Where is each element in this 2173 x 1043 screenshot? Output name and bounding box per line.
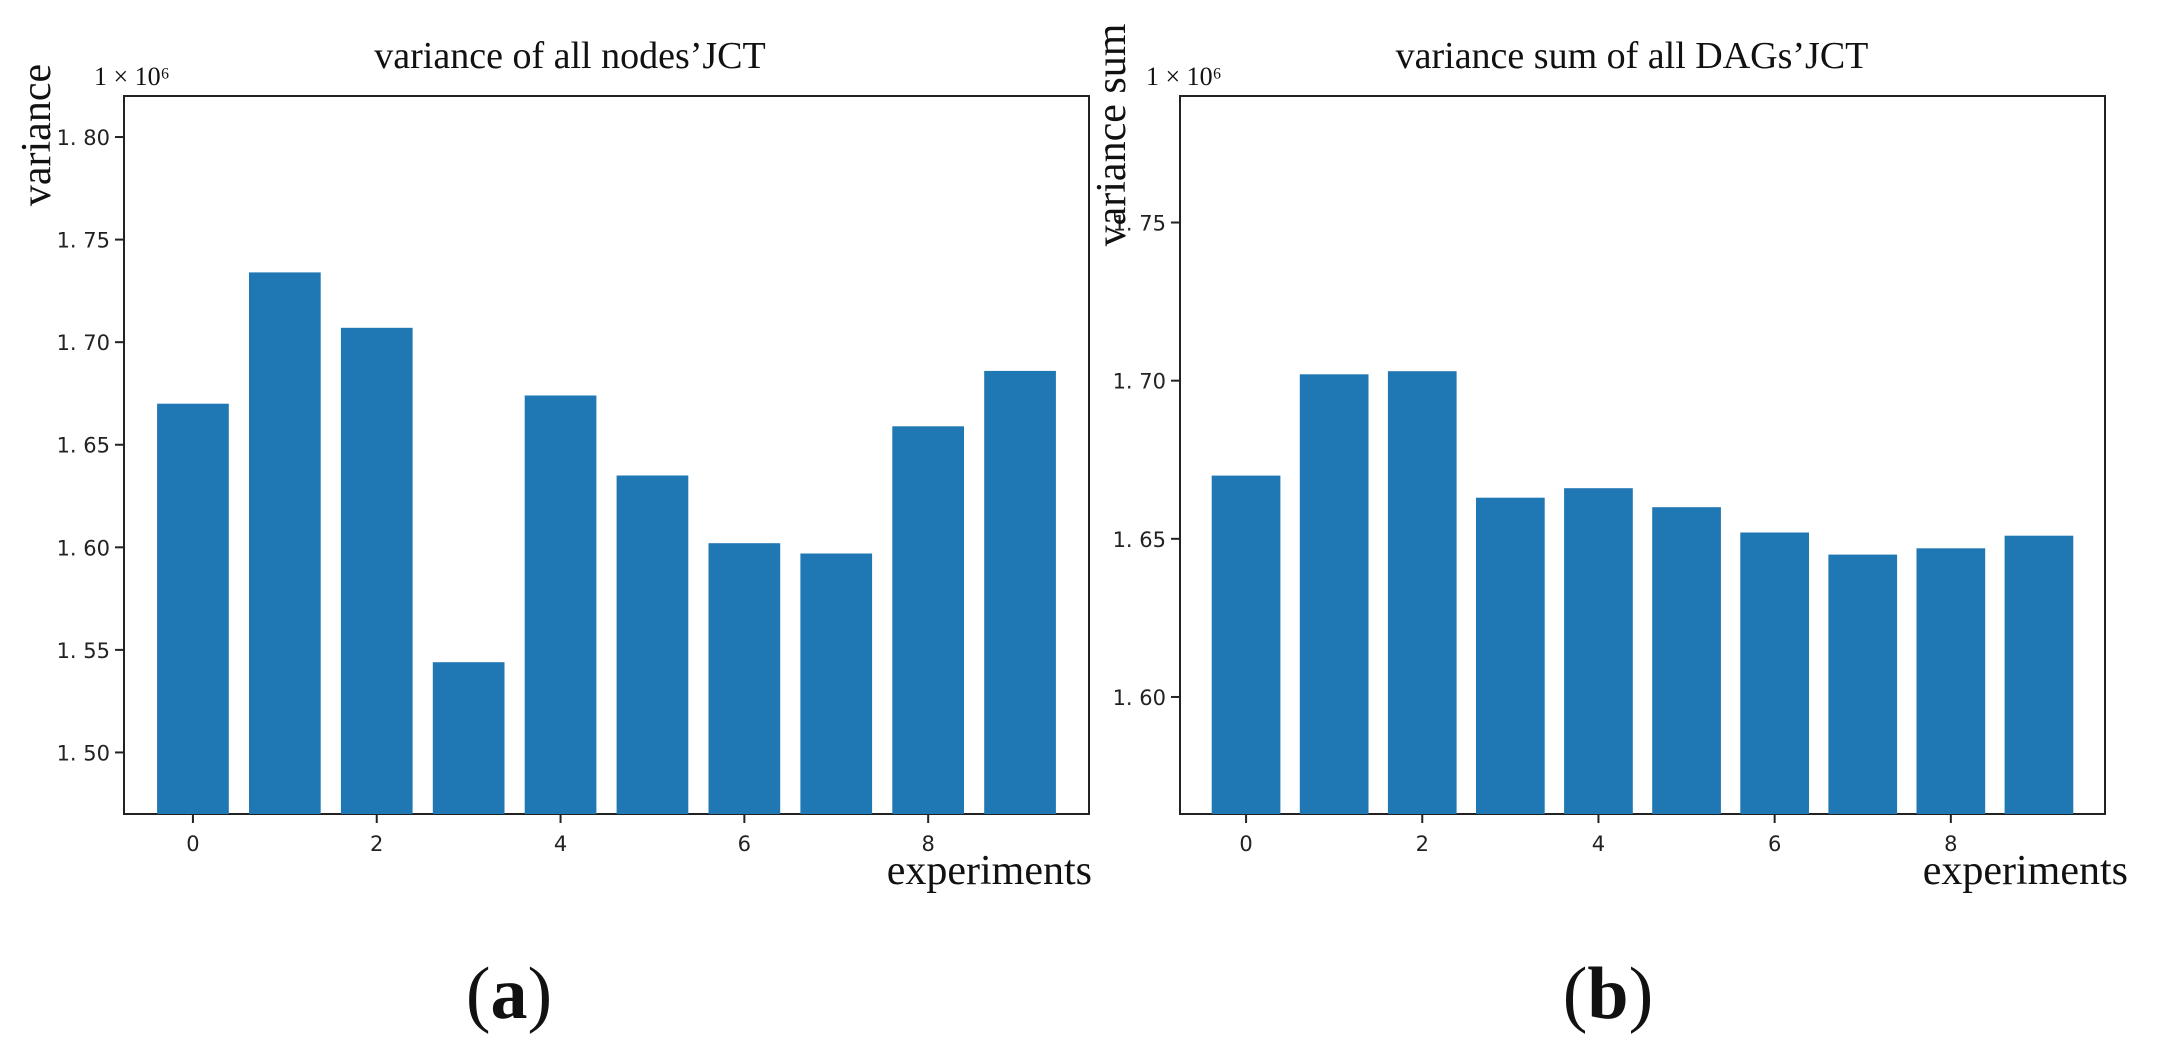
chart-panel-b: 1. 60 1. 65 1. 70 1. 75 0 2 4 6 8 variance sum … (1089, 23, 2128, 1035)
bar-8 (1916, 548, 1986, 814)
panel-label-close: ) (528, 953, 553, 1035)
y-tick-label: 1. 70 (1113, 370, 1166, 394)
panel-label: (b) (1563, 953, 1653, 1035)
bar-3 (1476, 497, 1545, 814)
x-tick-label: 6 (738, 832, 751, 856)
y-tick-label: 1. 70 (57, 331, 110, 355)
bar-5 (616, 475, 689, 814)
bar-8 (892, 426, 964, 814)
chart-title: variance sum of all DAGs’JCT (1396, 35, 1869, 77)
panel-label-open: ( (466, 953, 491, 1035)
y-ticks: 1. 50 1. 55 1. 60 1. 65 1. 70 1. 75 1. 80 (57, 126, 124, 765)
bar-0 (157, 403, 229, 814)
chart-panel-a: 1. 50 1. 55 1. 60 1. 65 1. 70 1. 75 1. 80 0 2 4 6… (14, 35, 1092, 1035)
bar-9 (2004, 535, 2074, 814)
bar-2 (340, 327, 413, 814)
bar-4 (1564, 488, 1633, 814)
x-tick-label: 4 (554, 832, 567, 856)
bar-0 (1211, 475, 1281, 814)
x-ticks: 0 2 4 6 8 (1239, 814, 1958, 856)
panel-label-open: ( (1563, 953, 1588, 1035)
y-axis-label: variance (14, 64, 60, 206)
bar-4 (524, 395, 597, 814)
x-tick-label: 2 (370, 832, 383, 856)
x-tick-label: 0 (186, 832, 199, 856)
bar-6 (708, 543, 781, 814)
x-axis-label: experiments (887, 848, 1092, 894)
bars (157, 272, 1056, 814)
bar-7 (800, 553, 873, 814)
bar-2 (1387, 371, 1457, 814)
bar-9 (984, 370, 1056, 814)
bar-5 (1652, 507, 1721, 814)
x-tick-label: 4 (1592, 832, 1605, 856)
x-tick-label: 6 (1768, 832, 1781, 856)
panel-label-close: ) (1629, 953, 1654, 1035)
bars (1211, 371, 2074, 814)
bar-1 (249, 272, 321, 814)
panel-label-letter: b (1587, 953, 1628, 1035)
y-axis-label: variance sum (1089, 23, 1135, 246)
bar-3 (432, 662, 505, 814)
y-ticks: 1. 60 1. 65 1. 70 1. 75 (1113, 212, 1180, 710)
y-tick-label: 1. 65 (57, 434, 110, 458)
x-tick-label: 8 (921, 832, 934, 856)
bar-7 (1828, 554, 1898, 814)
y-tick-label: 1. 75 (1113, 212, 1166, 236)
chart-title: variance of all nodes’JCT (374, 35, 765, 77)
plot-frame (123, 95, 1090, 815)
y-tick-label: 1. 80 (57, 126, 110, 150)
panel-label: (a) (466, 953, 552, 1035)
y-tick-label: 1. 75 (57, 229, 110, 253)
x-tick-label: 0 (1239, 832, 1252, 856)
offset-text: 1 × 10⁶ (1146, 62, 1222, 91)
bar-1 (1299, 374, 1369, 814)
y-tick-label: 1. 65 (1113, 528, 1166, 552)
plot-frame (1179, 95, 2106, 815)
x-tick-label: 8 (1944, 832, 1957, 856)
y-tick-label: 1. 55 (57, 639, 110, 663)
bar-6 (1740, 532, 1809, 814)
offset-text: 1 × 10⁶ (94, 62, 170, 91)
panel-label-letter: a (491, 953, 528, 1035)
y-tick-label: 1. 50 (57, 741, 110, 765)
y-tick-label: 1. 60 (57, 536, 110, 560)
x-ticks: 0 2 4 6 8 (186, 814, 935, 856)
y-tick-label: 1. 60 (1113, 686, 1166, 710)
x-tick-label: 2 (1416, 832, 1429, 856)
x-axis-label: experiments (1923, 848, 2128, 894)
